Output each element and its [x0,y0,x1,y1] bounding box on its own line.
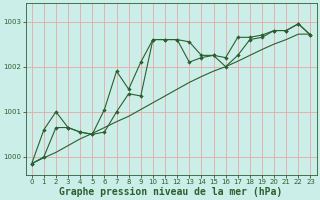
X-axis label: Graphe pression niveau de la mer (hPa): Graphe pression niveau de la mer (hPa) [60,186,283,197]
